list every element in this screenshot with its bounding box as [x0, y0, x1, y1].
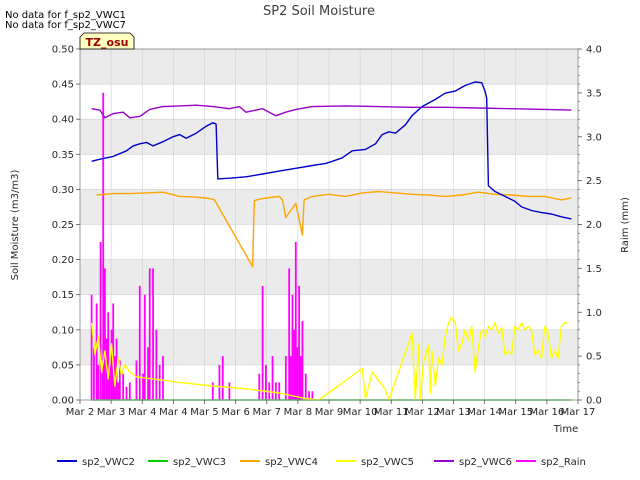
y-tick-label: 0.10: [52, 325, 74, 336]
x-tick-label: Mar 6: [221, 407, 249, 418]
x-tick-label: Mar 9: [315, 407, 343, 418]
y-tick-label: 0.25: [52, 220, 74, 231]
x-tick-label: Mar 5: [190, 407, 218, 418]
y-axis-ticks: 0.00 0.05 0.10 0.15 0.20 0.25 0.30 0.35 0.40 0.45…: [52, 45, 80, 407]
y-tick-label: 0.05: [52, 360, 74, 371]
gridlines: [79, 48, 579, 401]
y2-tick-label: 1.0: [586, 308, 602, 319]
y-tick-label: 0.30: [52, 185, 74, 196]
y2-tick-label: 3.0: [586, 132, 602, 143]
x-tick-label: Mar 15: [498, 407, 533, 418]
series-sp2_VWC6: [91, 104, 572, 119]
x-tick-label: Mar 4: [128, 407, 156, 418]
site-badge: TZ_osu: [79, 32, 135, 50]
x-tick-label: Mar 3: [97, 407, 125, 418]
y-tick-label: 0.15: [52, 290, 74, 301]
legend-label: sp2_VWC2: [82, 457, 135, 468]
badge-shape: [79, 32, 135, 50]
y2-tick-label: 4.0: [586, 45, 602, 56]
legend-label: sp2_VWC6: [459, 457, 512, 468]
x-tick-label: Mar 11: [374, 407, 409, 418]
x-axis-ticks: Mar 2 Mar 3 Mar 4 Mar 4 Mar 5 Mar 6 Mar 7 Mar 8…: [66, 400, 596, 418]
x-tick-label: Mar 10: [343, 407, 378, 418]
x-axis-label: Time: [553, 424, 578, 435]
y2-tick-label: 2.0: [586, 220, 602, 231]
x-tick-label: Mar 7: [253, 407, 281, 418]
chart-title: SP2 Soil Moisture: [263, 4, 375, 19]
x-tick-label: Mar 4: [159, 407, 187, 418]
y2-tick-label: 0.0: [586, 396, 602, 407]
y-axis-label: Soil Moisture (m3/m3): [10, 170, 21, 281]
y-tick-label: 0.00: [52, 396, 74, 407]
y-tick-label: 0.20: [52, 255, 74, 266]
series-sp2_VWC5: [90, 316, 568, 401]
legend: sp2_VWC2 sp2_VWC3 sp2_VWC4 sp2_VWC5 sp2_VWC6…: [57, 457, 586, 468]
x-tick-label: Mar 13: [436, 407, 471, 418]
series-sp2_VWC4: [96, 190, 572, 268]
y2-axis-ticks: 0.0 0.5 1.0 1.5 2.0 2.5 3.0 3.5 4.0: [578, 45, 602, 407]
no-data-note-2: No data for f_sp2_VWC7: [5, 20, 126, 31]
x-tick-label: Mar 16: [529, 407, 564, 418]
series-sp2_VWC2: [91, 81, 572, 220]
y-tick-label: 0.35: [52, 150, 74, 161]
x-tick-label: Mar 12: [405, 407, 440, 418]
no-data-note-1: No data for f_sp2_VWC1: [5, 10, 126, 21]
legend-label: sp2_Rain: [541, 457, 586, 468]
y2-tick-label: 3.5: [586, 88, 602, 99]
y-tick-label: 0.45: [52, 80, 74, 91]
y2-tick-label: 1.5: [586, 264, 602, 275]
y-tick-label: 0.40: [52, 115, 74, 126]
y-tick-label: 0.50: [52, 45, 74, 56]
y2-tick-label: 2.5: [586, 176, 602, 187]
x-tick-label: Mar 2: [66, 407, 94, 418]
legend-label: sp2_VWC3: [173, 457, 226, 468]
legend-label: sp2_VWC5: [361, 457, 414, 468]
x-tick-label: Mar 14: [467, 407, 502, 418]
x-tick-label: Mar 17: [561, 407, 596, 418]
y2-axis-label: Raim (mm): [620, 197, 631, 253]
legend-label: sp2_VWC4: [265, 457, 318, 468]
x-tick-label: Mar 8: [284, 407, 312, 418]
y2-tick-label: 0.5: [586, 352, 602, 363]
badge-label: TZ_osu: [86, 36, 129, 49]
